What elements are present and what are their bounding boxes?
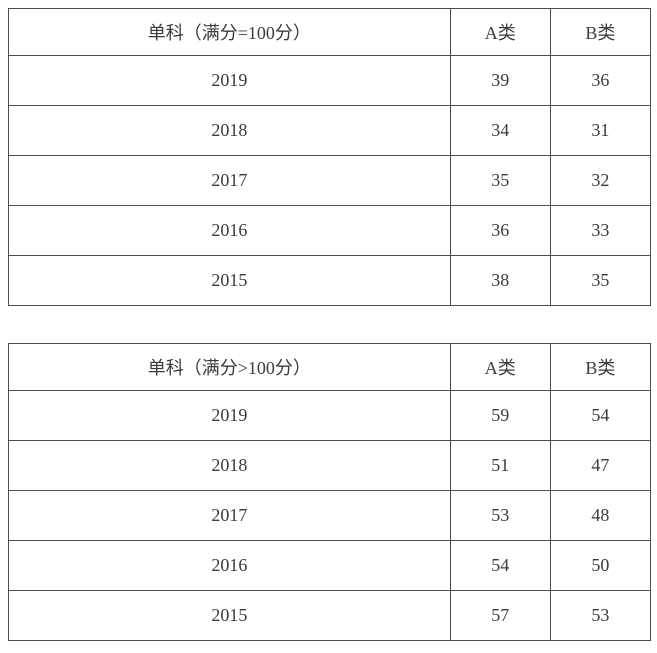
year-cell: 2019: [8, 55, 451, 106]
table-gap: [8, 306, 651, 343]
table-header-row: 单科（满分>100分） A类 B类: [8, 343, 652, 391]
table-title-cell: 单科（满分=100分）: [8, 8, 451, 56]
table-header-row: 单科（满分=100分） A类 B类: [8, 8, 652, 56]
score-a-cell: 51: [449, 440, 551, 491]
score-b-cell: 31: [549, 105, 652, 156]
score-a-cell: 53: [449, 490, 551, 541]
column-header-b: B类: [549, 8, 652, 56]
score-a-cell: 39: [449, 55, 551, 106]
year-cell: 2017: [8, 490, 451, 541]
score-b-cell: 53: [549, 590, 652, 641]
table-row: 2018 51 47: [8, 440, 652, 491]
year-cell: 2015: [8, 255, 451, 306]
column-header-a: A类: [449, 343, 551, 391]
table-row: 2019 39 36: [8, 55, 652, 106]
column-header-b: B类: [549, 343, 652, 391]
year-cell: 2017: [8, 155, 451, 206]
score-b-cell: 54: [549, 390, 652, 441]
score-a-cell: 38: [449, 255, 551, 306]
table-row: 2015 57 53: [8, 590, 652, 641]
column-header-a: A类: [449, 8, 551, 56]
score-table-over-100: 单科（满分>100分） A类 B类 2019 59 54 2018 51 47 …: [8, 343, 652, 641]
score-a-cell: 36: [449, 205, 551, 256]
score-b-cell: 32: [549, 155, 652, 206]
score-a-cell: 54: [449, 540, 551, 591]
table-row: 2019 59 54: [8, 390, 652, 441]
table-row: 2017 35 32: [8, 155, 652, 206]
score-a-cell: 34: [449, 105, 551, 156]
score-a-cell: 35: [449, 155, 551, 206]
year-cell: 2018: [8, 105, 451, 156]
score-b-cell: 48: [549, 490, 652, 541]
year-cell: 2018: [8, 440, 451, 491]
table-row: 2015 38 35: [8, 255, 652, 306]
score-a-cell: 59: [449, 390, 551, 441]
table-title-cell: 单科（满分>100分）: [8, 343, 451, 391]
year-cell: 2019: [8, 390, 451, 441]
score-b-cell: 35: [549, 255, 652, 306]
table-row: 2016 54 50: [8, 540, 652, 591]
year-cell: 2016: [8, 540, 451, 591]
table-row: 2017 53 48: [8, 490, 652, 541]
score-b-cell: 33: [549, 205, 652, 256]
score-table-full-100: 单科（满分=100分） A类 B类 2019 39 36 2018 34 31 …: [8, 8, 652, 306]
score-a-cell: 57: [449, 590, 551, 641]
score-b-cell: 47: [549, 440, 652, 491]
year-cell: 2015: [8, 590, 451, 641]
table-row: 2016 36 33: [8, 205, 652, 256]
year-cell: 2016: [8, 205, 451, 256]
score-b-cell: 50: [549, 540, 652, 591]
score-b-cell: 36: [549, 55, 652, 106]
table-row: 2018 34 31: [8, 105, 652, 156]
